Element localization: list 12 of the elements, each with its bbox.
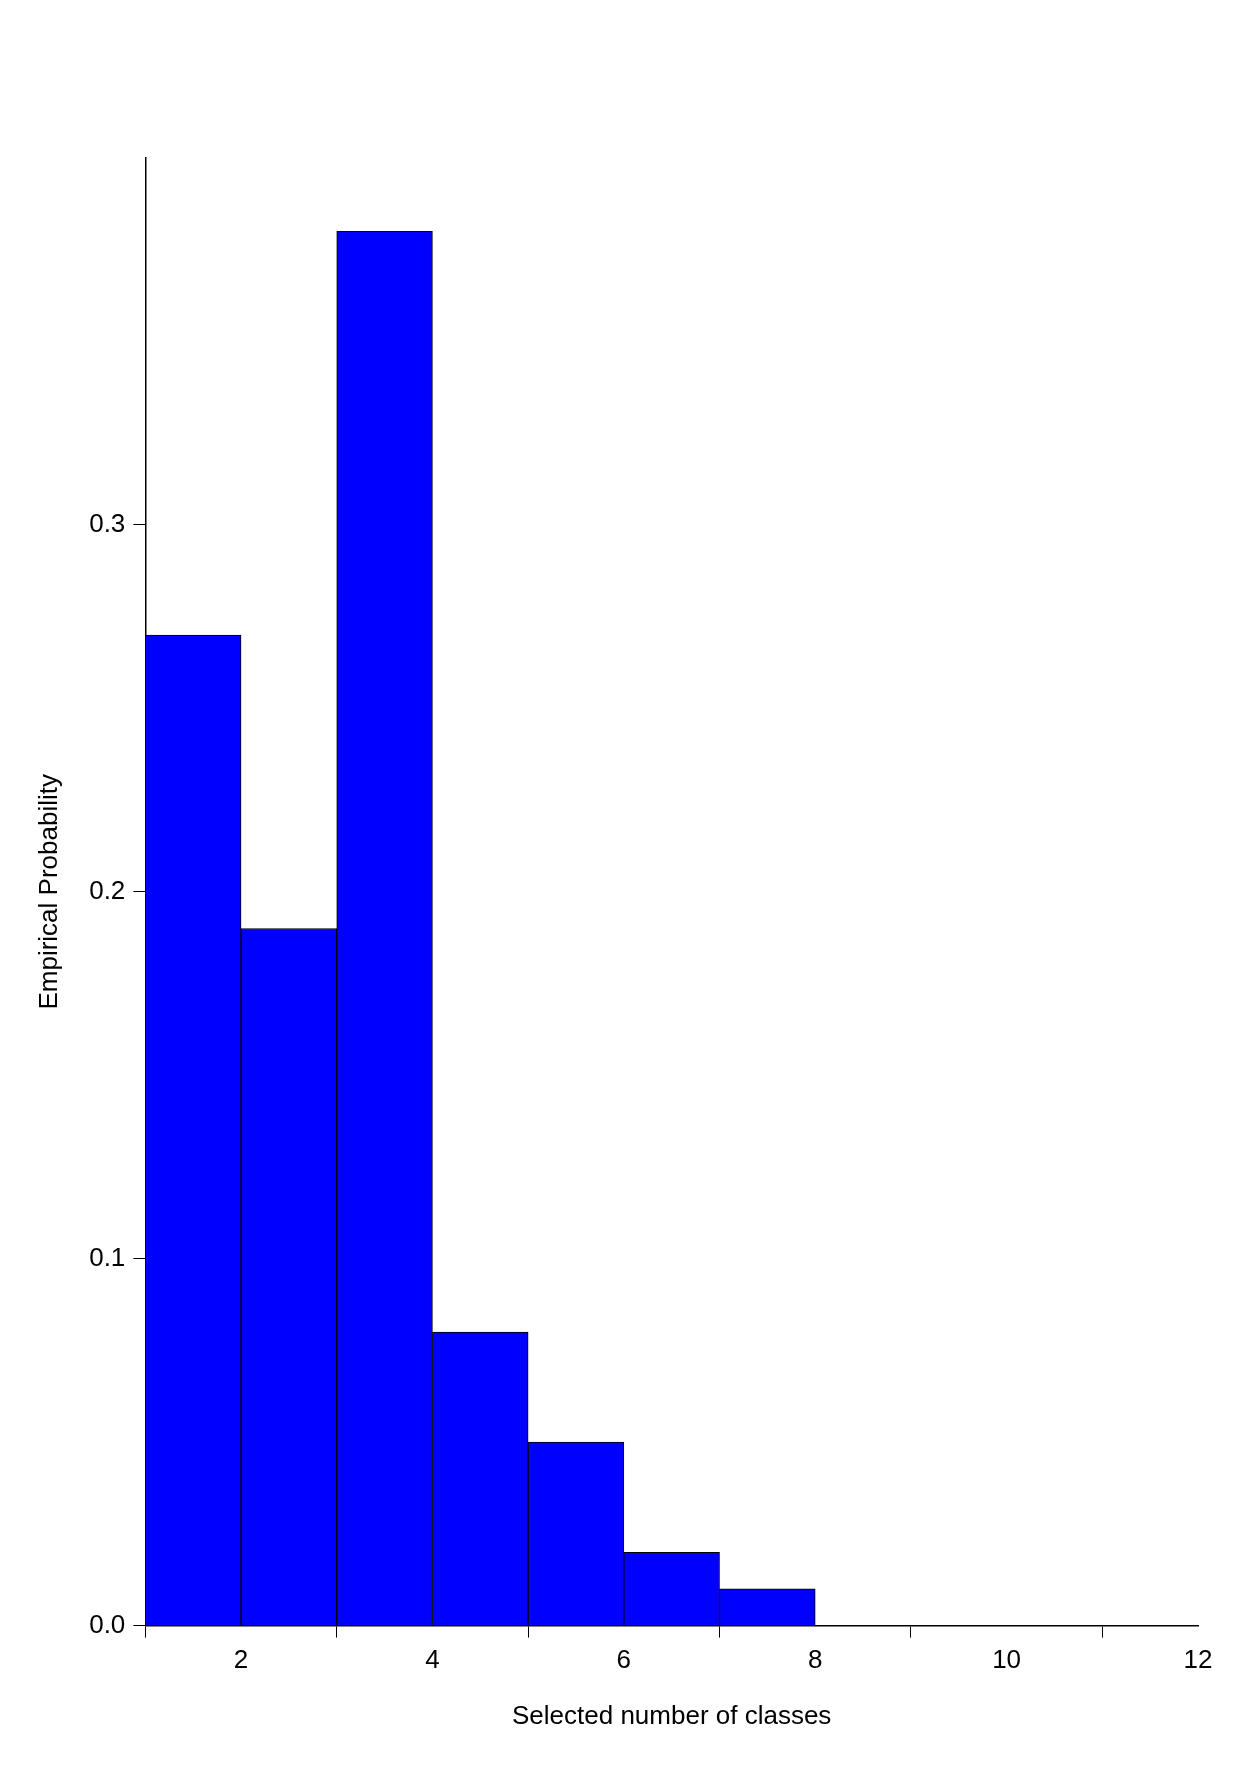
- x-axis-title: Selected number of classes: [511, 1699, 832, 1730]
- x-tick-label: 12: [1183, 1644, 1213, 1675]
- y-tick-label: 0.2: [89, 874, 126, 905]
- x-tick-label: 8: [807, 1644, 823, 1675]
- x-tick-label: 2: [233, 1644, 249, 1675]
- y-axis-title: Empirical Probability: [32, 774, 63, 1010]
- x-tick-label: 10: [992, 1644, 1022, 1675]
- x-tick-label: 6: [616, 1644, 632, 1675]
- y-tick-label: 0.3: [89, 508, 126, 539]
- x-tick-label: 4: [425, 1644, 440, 1675]
- y-tick-label: 0.1: [89, 1241, 126, 1272]
- y-tick-label: 0.0: [89, 1608, 126, 1639]
